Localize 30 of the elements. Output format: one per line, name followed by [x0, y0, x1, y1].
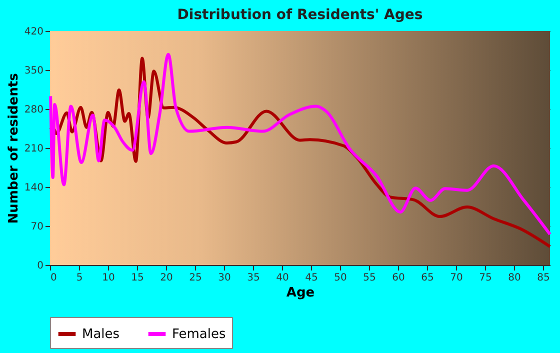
- x-tick-label: 30: [218, 272, 231, 284]
- y-axis-title: Number of residents: [6, 72, 22, 224]
- legend-label: Males: [82, 327, 120, 342]
- x-tick-label: 10: [102, 272, 115, 284]
- x-tick-label: 0: [50, 272, 57, 284]
- x-tick-label: 60: [392, 272, 405, 284]
- x-tick-label: 40: [276, 272, 289, 284]
- y-tick-label: 140: [24, 182, 44, 194]
- x-tick-label: 20: [160, 272, 173, 284]
- x-tick-label: 35: [247, 272, 260, 284]
- x-axis-title: Age: [286, 286, 315, 300]
- x-tick-label: 25: [189, 272, 202, 284]
- y-tick-label: 420: [24, 26, 44, 38]
- chart-title: Distribution of Residents' Ages: [177, 7, 423, 23]
- x-tick-label: 85: [537, 272, 550, 284]
- y-tick-label: 210: [24, 144, 44, 154]
- x-tick-label: 65: [421, 272, 434, 284]
- y-tick-label: 70: [30, 222, 44, 232]
- x-tick-label: 75: [479, 272, 492, 284]
- x-tick-label: 70: [450, 272, 463, 284]
- x-tick-label: 80: [508, 272, 521, 284]
- y-tick-label: 350: [24, 66, 44, 76]
- x-tick-label: 50: [334, 272, 347, 284]
- y-tick-label: 280: [24, 104, 44, 116]
- x-tick-label: 45: [305, 272, 318, 284]
- x-tick-label: 5: [76, 272, 83, 284]
- x-tick-label: 55: [363, 272, 376, 284]
- legend-label: Females: [172, 327, 226, 342]
- y-tick-label: 0: [37, 260, 44, 272]
- x-tick-label: 15: [131, 272, 144, 284]
